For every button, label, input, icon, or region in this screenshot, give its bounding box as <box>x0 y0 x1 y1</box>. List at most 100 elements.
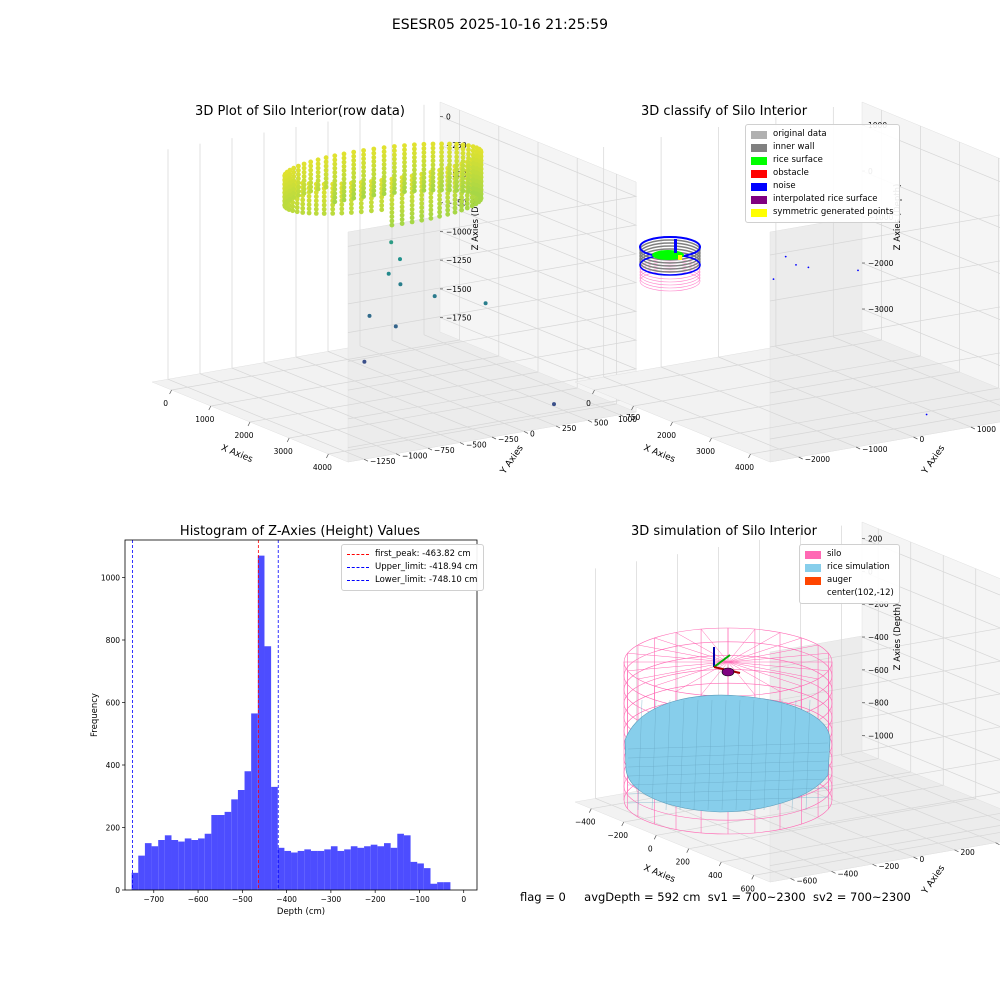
ring-point <box>308 184 314 190</box>
ring-point <box>300 205 306 211</box>
ring-point <box>412 155 417 160</box>
rice-mesh-line <box>805 699 811 811</box>
y-tick <box>855 446 861 450</box>
ring-point <box>351 179 357 184</box>
interpolated-surface-ring <box>639 270 701 292</box>
silo-roof-spoke <box>727 661 802 687</box>
ring-point <box>341 164 347 169</box>
ring-point <box>409 215 415 221</box>
ring-point <box>469 203 475 209</box>
auger-marker <box>713 647 741 677</box>
ring-point <box>399 204 405 210</box>
status-sv2: sv2 = 700~2300 <box>812 890 911 904</box>
histogram-bar <box>244 771 252 890</box>
ring-point <box>341 168 347 174</box>
z-tick-label: 200 <box>868 534 883 543</box>
ring-point <box>412 171 417 177</box>
histogram-bar <box>403 835 411 890</box>
ring-point <box>452 201 458 207</box>
legend-item-lower-limit: Lower_limit: -748.10 cm <box>347 574 478 587</box>
ring-point <box>361 169 366 174</box>
ring-point <box>445 207 451 213</box>
ring-point <box>470 144 476 150</box>
ring-point <box>419 213 425 219</box>
rice-mesh-line <box>791 699 797 811</box>
z-tick-label: −800 <box>868 699 889 708</box>
ring-point <box>351 191 357 197</box>
grid-line-z <box>347 144 638 276</box>
ring-point <box>381 162 387 167</box>
legend-label: noise <box>773 181 796 191</box>
ring-point <box>460 167 466 173</box>
ring-point <box>402 143 407 149</box>
histogram-bar <box>437 882 444 890</box>
ring-point <box>321 194 327 200</box>
ring-point <box>291 165 297 171</box>
ring-point <box>470 181 476 187</box>
y-tick-label: 1000 <box>101 574 120 583</box>
grid-line-y <box>718 356 914 438</box>
ring-point <box>439 187 444 193</box>
ring-point <box>308 172 314 177</box>
ring-point <box>332 161 338 167</box>
ring-point <box>464 201 470 207</box>
legend-line <box>347 567 369 568</box>
ring-point <box>447 141 452 147</box>
ring-point <box>332 178 338 184</box>
ring-point <box>381 170 387 176</box>
noise-cluster <box>674 239 677 253</box>
histogram-bar <box>291 852 298 890</box>
x-tick-label: −300 <box>321 895 342 904</box>
ring-point <box>412 175 417 181</box>
ring-point <box>306 210 312 216</box>
ring-point <box>464 205 470 211</box>
legend-swatch <box>751 182 767 191</box>
ring-point <box>321 190 327 196</box>
grid-line-y <box>841 755 1000 821</box>
inner-wall-ring <box>639 245 701 267</box>
histogram-bar <box>364 846 371 890</box>
legend-swatch <box>805 590 821 598</box>
ring-point <box>291 182 297 188</box>
z-axis-label: Z Axies (Depth) <box>471 184 481 251</box>
silo-roof-spoke <box>727 644 819 663</box>
ring-point <box>454 162 460 168</box>
x-tick <box>286 437 290 443</box>
ring-point <box>323 159 329 165</box>
ring-point <box>437 213 442 219</box>
ring-point <box>332 174 338 180</box>
ring-point <box>371 167 377 173</box>
z-tick-label: −2000 <box>868 259 894 268</box>
ring-point <box>402 172 407 178</box>
ring-point <box>428 203 434 209</box>
ring-point <box>315 174 321 179</box>
grid-line-z <box>769 735 1000 866</box>
ring-point <box>402 151 407 157</box>
ring-point <box>469 199 475 205</box>
histogram-bar <box>344 849 351 891</box>
ring-point <box>445 195 451 201</box>
y-tick <box>798 456 803 460</box>
rice-mesh-line <box>749 699 755 811</box>
ring-point <box>369 208 374 214</box>
panel4-title: 3D simulation of Silo Interior <box>631 524 817 539</box>
grid-line-z <box>769 308 1000 440</box>
ring-point <box>428 215 434 221</box>
ring-point <box>460 155 466 160</box>
histogram-bar <box>144 843 152 891</box>
noise-point <box>772 278 775 280</box>
ring-point <box>341 197 347 203</box>
ring-point <box>301 161 307 167</box>
ring-point <box>379 198 385 204</box>
ring-point <box>339 202 345 208</box>
legend-line <box>347 580 369 581</box>
ring-point <box>447 149 452 155</box>
outlier-point <box>389 240 394 245</box>
ring-points <box>282 141 484 228</box>
histogram-bar <box>231 799 238 891</box>
ring-point <box>349 210 354 215</box>
noise-point <box>807 266 810 269</box>
ring-point <box>381 178 387 184</box>
ring-point <box>369 200 374 205</box>
y-tick-label: 1000 <box>977 425 996 434</box>
